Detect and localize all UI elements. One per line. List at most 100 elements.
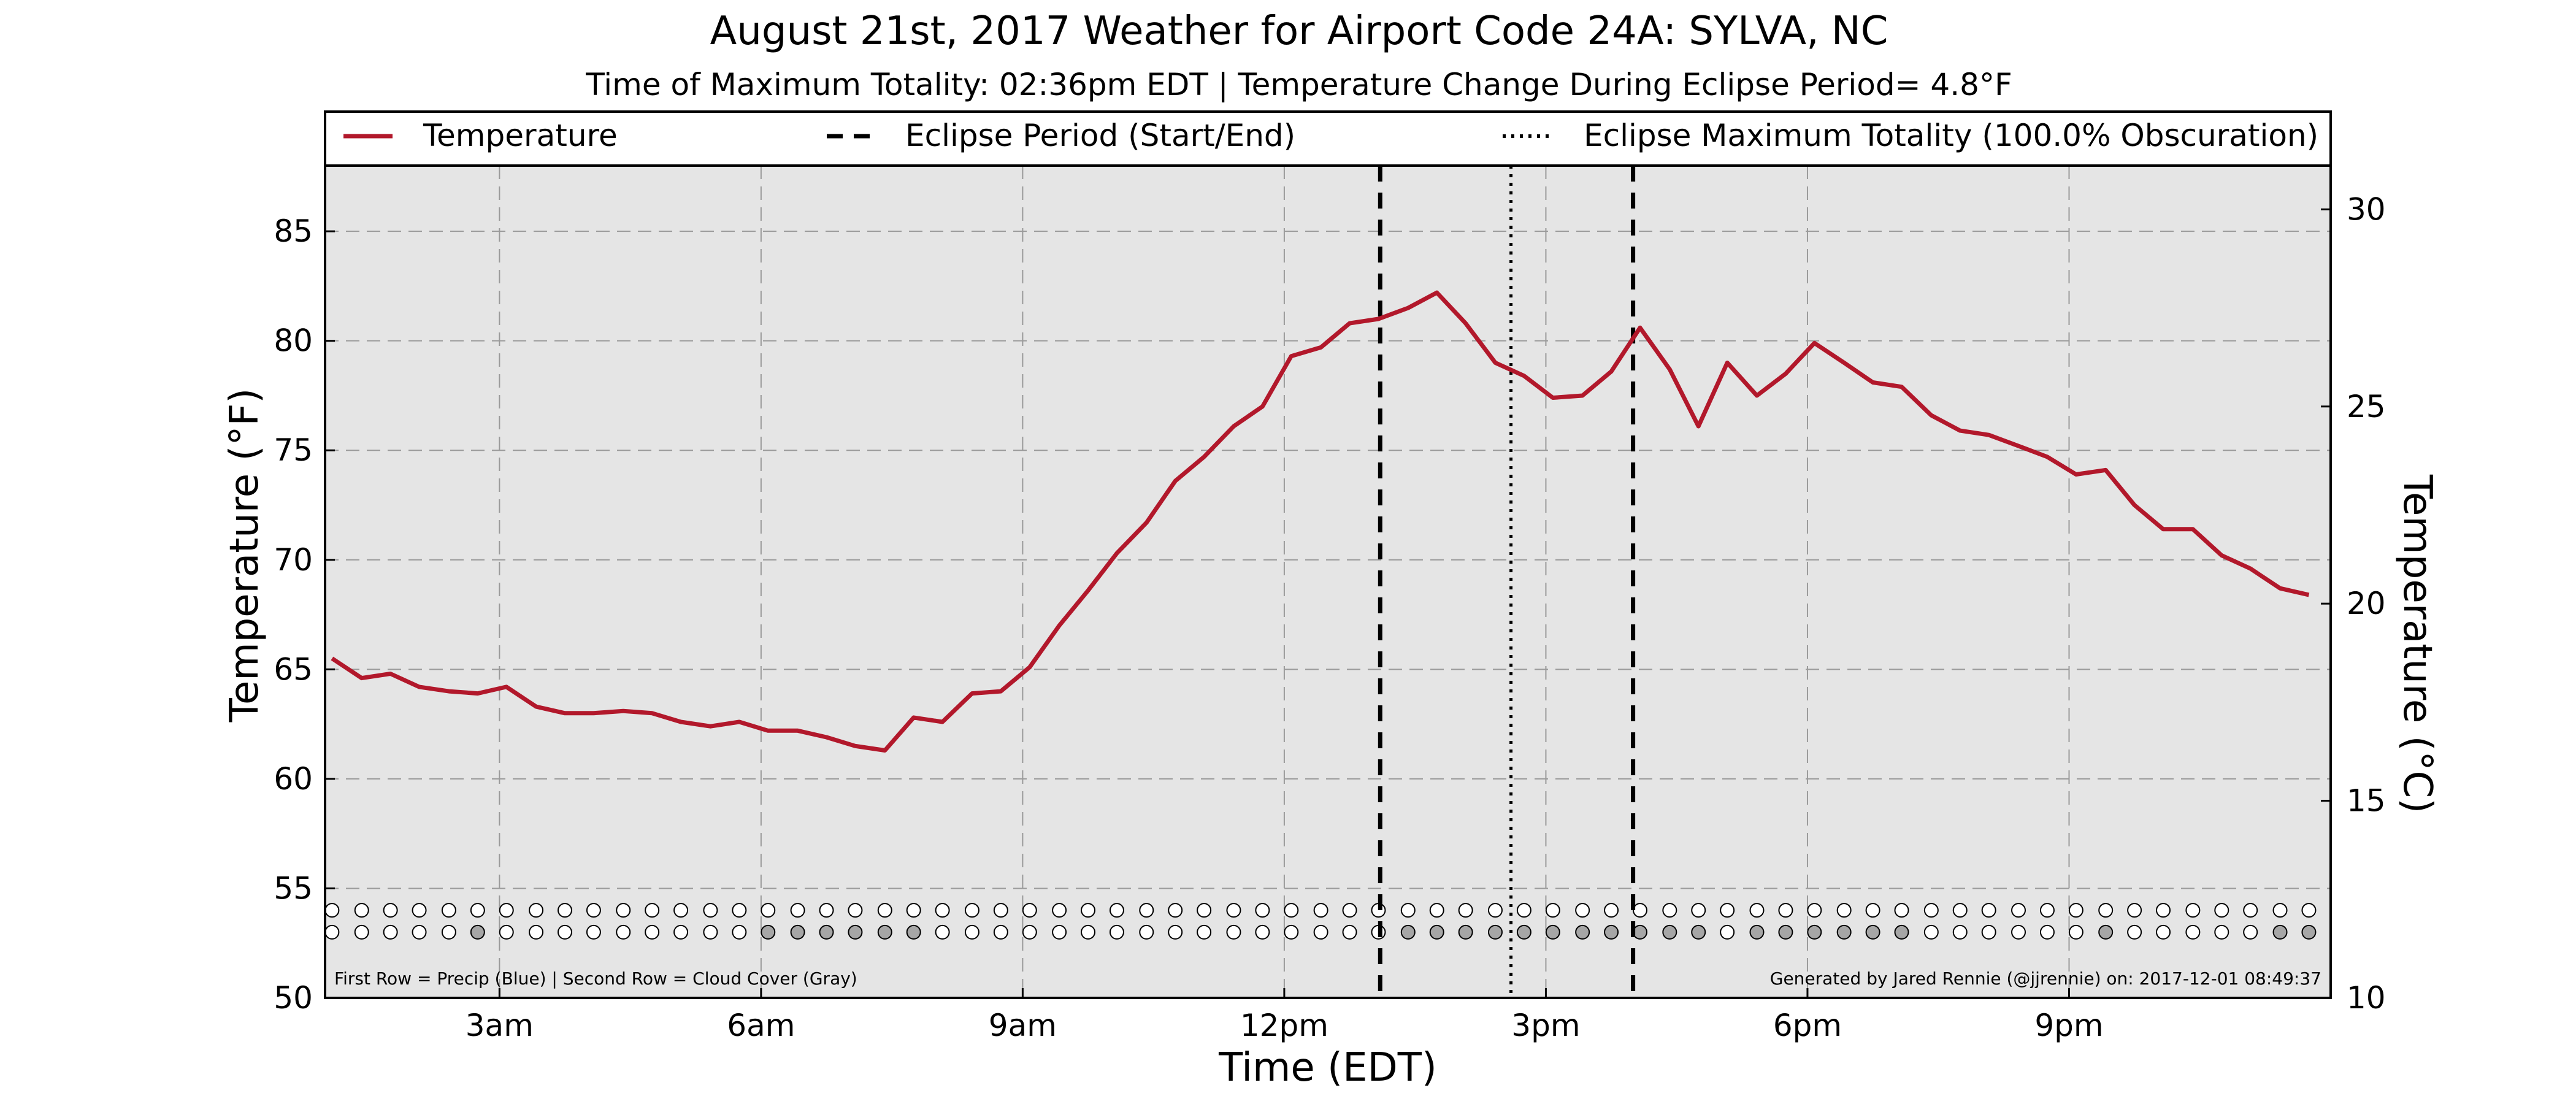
footnote-left: First Row = Precip (Blue) | Second Row =… xyxy=(334,968,857,989)
cloud-cover-marker xyxy=(383,924,398,940)
precip-marker xyxy=(761,903,776,918)
precip-marker xyxy=(1662,903,1677,918)
y-tick-label-left: 60 xyxy=(274,761,313,797)
cloud-cover-marker xyxy=(1778,924,1793,940)
cloud-cover-marker xyxy=(790,924,805,940)
precip-marker xyxy=(1836,903,1852,918)
cloud-cover-marker xyxy=(557,924,572,940)
precip-marker xyxy=(1516,903,1531,918)
cloud-cover-marker xyxy=(2185,924,2201,940)
precip-marker xyxy=(2068,903,2083,918)
cloud-cover-marker xyxy=(1284,924,1299,940)
precip-marker xyxy=(2243,903,2258,918)
precip-marker xyxy=(1720,903,1735,918)
cloud-cover-marker xyxy=(1429,924,1444,940)
cloud-cover-marker xyxy=(2272,924,2288,940)
cloud-cover-marker xyxy=(848,924,863,940)
cloud-cover-marker xyxy=(470,924,485,940)
cloud-cover-marker xyxy=(1022,924,1037,940)
legend: Temperature Eclipse Period (Start/End) E… xyxy=(324,110,2332,167)
chart-title: August 21st, 2017 Weather for Airport Co… xyxy=(710,9,1888,54)
plot-area xyxy=(325,166,2331,998)
precip-marker xyxy=(2185,903,2201,918)
precip-marker xyxy=(1139,903,1154,918)
cloud-cover-marker xyxy=(993,924,1008,940)
precip-marker xyxy=(616,903,631,918)
cloud-cover-marker xyxy=(2127,924,2142,940)
y-tick-label-right: 30 xyxy=(2347,191,2386,227)
precip-marker xyxy=(1022,903,1037,918)
cloud-cover-marker xyxy=(1197,924,1212,940)
precip-marker xyxy=(2156,903,2171,918)
cloud-cover-marker xyxy=(1109,924,1124,940)
cloud-cover-marker xyxy=(1545,924,1560,940)
precip-marker xyxy=(1575,903,1590,918)
cloud-cover-marker xyxy=(1720,924,1735,940)
y-tick-label-right: 20 xyxy=(2347,586,2386,621)
precip-marker xyxy=(1778,903,1793,918)
y-tick-label-right: 15 xyxy=(2347,783,2386,819)
cloud-cover-marker xyxy=(1052,924,1067,940)
precip-marker xyxy=(529,903,544,918)
cloud-cover-marker xyxy=(906,924,921,940)
cloud-cover-marker xyxy=(877,924,892,940)
precip-marker xyxy=(1632,903,1647,918)
cloud-cover-marker xyxy=(1865,924,1880,940)
cloud-cover-marker xyxy=(324,924,340,940)
precip-marker xyxy=(441,903,456,918)
cloud-cover-marker xyxy=(1487,924,1503,940)
cloud-cover-marker xyxy=(761,924,776,940)
cloud-cover-marker xyxy=(2243,924,2258,940)
precip-marker xyxy=(1923,903,1939,918)
x-tick-label: 3am xyxy=(466,1008,534,1043)
cloud-cover-marker xyxy=(1981,924,1996,940)
precip-marker xyxy=(1691,903,1706,918)
precip-marker xyxy=(964,903,979,918)
cloud-cover-marker xyxy=(529,924,544,940)
precip-marker xyxy=(1226,903,1241,918)
precip-marker xyxy=(1052,903,1067,918)
precip-marker xyxy=(935,903,950,918)
precip-marker xyxy=(1807,903,1822,918)
cloud-cover-marker xyxy=(935,924,950,940)
footnote-right: Generated by Jared Rennie (@jjrennie) on… xyxy=(1770,968,2321,989)
x-axis-label: Time (EDT) xyxy=(1218,1045,1437,1091)
y-axis-label-right: Temperature (°C) xyxy=(2394,474,2440,813)
precip-marker xyxy=(1109,903,1124,918)
cloud-cover-marker xyxy=(819,924,834,940)
legend-temperature-label: Temperature xyxy=(423,118,618,153)
y-tick-label-left: 50 xyxy=(274,980,313,1016)
cloud-cover-marker xyxy=(1632,924,1647,940)
cloud-cover-marker xyxy=(2098,924,2114,940)
cloud-cover-marker xyxy=(1604,924,1619,940)
y-axis-label-left: Temperature (°F) xyxy=(222,388,267,723)
x-tick-label: 3pm xyxy=(1511,1008,1580,1043)
cloud-cover-marker xyxy=(1313,924,1328,940)
cloud-cover-marker xyxy=(1662,924,1677,940)
cloud-cover-marker xyxy=(1458,924,1473,940)
cloud-cover-marker xyxy=(673,924,689,940)
y-tick-label-left: 80 xyxy=(274,323,313,359)
cloud-cover-marker xyxy=(1749,924,1765,940)
x-tick-label: 6pm xyxy=(1773,1008,1842,1043)
cloud-cover-marker xyxy=(1923,924,1939,940)
cloud-cover-marker xyxy=(1807,924,1822,940)
x-tick-label: 6am xyxy=(727,1008,795,1043)
cloud-cover-marker xyxy=(616,924,631,940)
precip-marker xyxy=(1981,903,1996,918)
chart-subtitle: Time of Maximum Totality: 02:36pm EDT | … xyxy=(585,67,2012,102)
precip-marker xyxy=(1313,903,1328,918)
cloud-cover-marker xyxy=(354,924,369,940)
cloud-cover-marker xyxy=(1255,924,1270,940)
precip-marker xyxy=(586,903,601,918)
cloud-cover-marker xyxy=(2301,924,2317,940)
precip-marker xyxy=(412,903,427,918)
cloud-cover-marker xyxy=(703,924,718,940)
precip-marker xyxy=(673,903,689,918)
legend-box xyxy=(324,110,2332,167)
cloud-cover-marker xyxy=(1836,924,1852,940)
x-tick-label: 9am xyxy=(989,1008,1057,1043)
legend-eclipse-max-label: Eclipse Maximum Totality (100.0% Obscura… xyxy=(1584,118,2318,153)
cloud-cover-marker xyxy=(2039,924,2055,940)
precip-marker xyxy=(383,903,398,918)
